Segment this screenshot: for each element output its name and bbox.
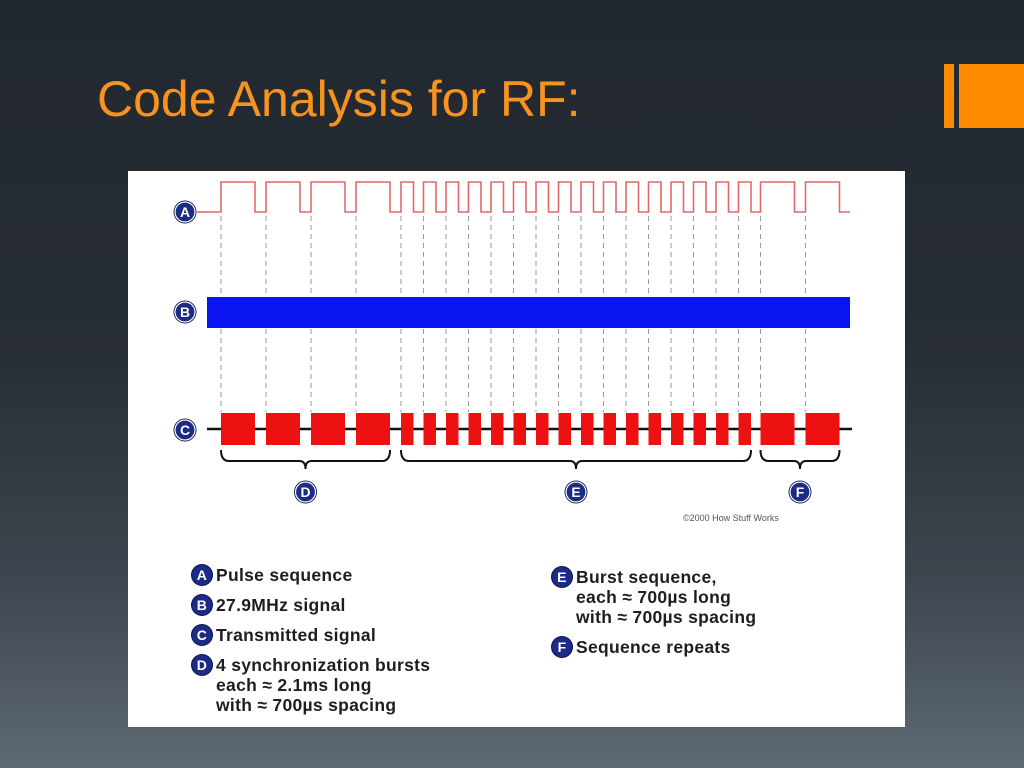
group-brace	[400, 449, 752, 470]
transmitted-burst	[558, 413, 571, 445]
legend-right: E Burst sequence, each ≈ 700µs long with …	[552, 567, 756, 667]
transmitted-burst	[581, 413, 594, 445]
transmitted-burst	[401, 413, 414, 445]
row-label-b-icon-ring	[174, 301, 196, 323]
slide-title: Code Analysis for RF:	[97, 71, 581, 127]
transmitted-burst	[626, 413, 639, 445]
transmitted-burst	[446, 413, 459, 445]
legend-item-b: B 27.9MHz signal	[192, 595, 430, 615]
transmitted-burst	[671, 413, 684, 445]
group-label-e-icon-ring	[565, 481, 587, 503]
transmitted-burst	[536, 413, 549, 445]
group-brace	[759, 449, 841, 470]
legend-item-e: E Burst sequence, each ≈ 700µs long with …	[552, 567, 756, 627]
transmitted-burst	[356, 413, 390, 445]
transmitted-burst	[311, 413, 345, 445]
pulse-sequence-waveform	[208, 181, 850, 213]
group-label-f-icon-ring	[789, 481, 811, 503]
group-label-d-icon-ring	[294, 481, 317, 503]
badge-b-icon: B	[192, 595, 212, 615]
copyright-text: ©2000 How Stuff Works	[683, 513, 779, 523]
row-label-c-icon-letter: C	[180, 422, 190, 438]
accent-bar-block	[959, 64, 1024, 128]
transmitted-burst	[805, 413, 840, 445]
row-label-a-icon-letter: A	[180, 204, 190, 220]
signal-timing-svg: A B C D E F	[173, 181, 852, 504]
transmitted-burst	[468, 413, 481, 445]
transmitted-burst	[760, 413, 795, 445]
group-label-e-icon-letter: E	[571, 484, 580, 500]
transmitted-burst	[221, 413, 255, 445]
group-label-d-icon-letter: D	[300, 484, 310, 500]
carrier-signal-bar	[207, 297, 850, 328]
transmitted-burst	[266, 413, 300, 445]
transmitted-burst	[603, 413, 616, 445]
legend-item-c: C Transmitted signal	[192, 625, 430, 645]
group-label-f-icon-letter: F	[796, 484, 805, 500]
legend-item-a: A Pulse sequence	[192, 565, 430, 585]
badge-d-icon: D	[192, 655, 212, 675]
transmitted-burst	[491, 413, 504, 445]
legend-item-f: F Sequence repeats	[552, 637, 756, 657]
transmitted-burst	[693, 413, 706, 445]
badge-f-icon: F	[552, 637, 572, 657]
transmitted-burst	[423, 413, 436, 445]
badge-c-icon: C	[192, 625, 212, 645]
row-label-a-icon-ring	[174, 201, 196, 223]
transmitted-burst	[738, 413, 751, 445]
transmitted-burst	[648, 413, 661, 445]
legend-left: A Pulse sequence B 27.9MHz signal C Transmi…	[192, 565, 430, 725]
badge-e-icon: E	[552, 567, 572, 587]
row-label-c-icon-ring	[174, 419, 196, 441]
transmitted-burst	[716, 413, 729, 445]
transmitted-burst	[513, 413, 526, 445]
badge-a-icon: A	[192, 565, 212, 585]
row-label-b-icon-letter: B	[180, 304, 190, 320]
accent-bar-thin	[944, 64, 954, 128]
group-brace	[220, 449, 391, 470]
